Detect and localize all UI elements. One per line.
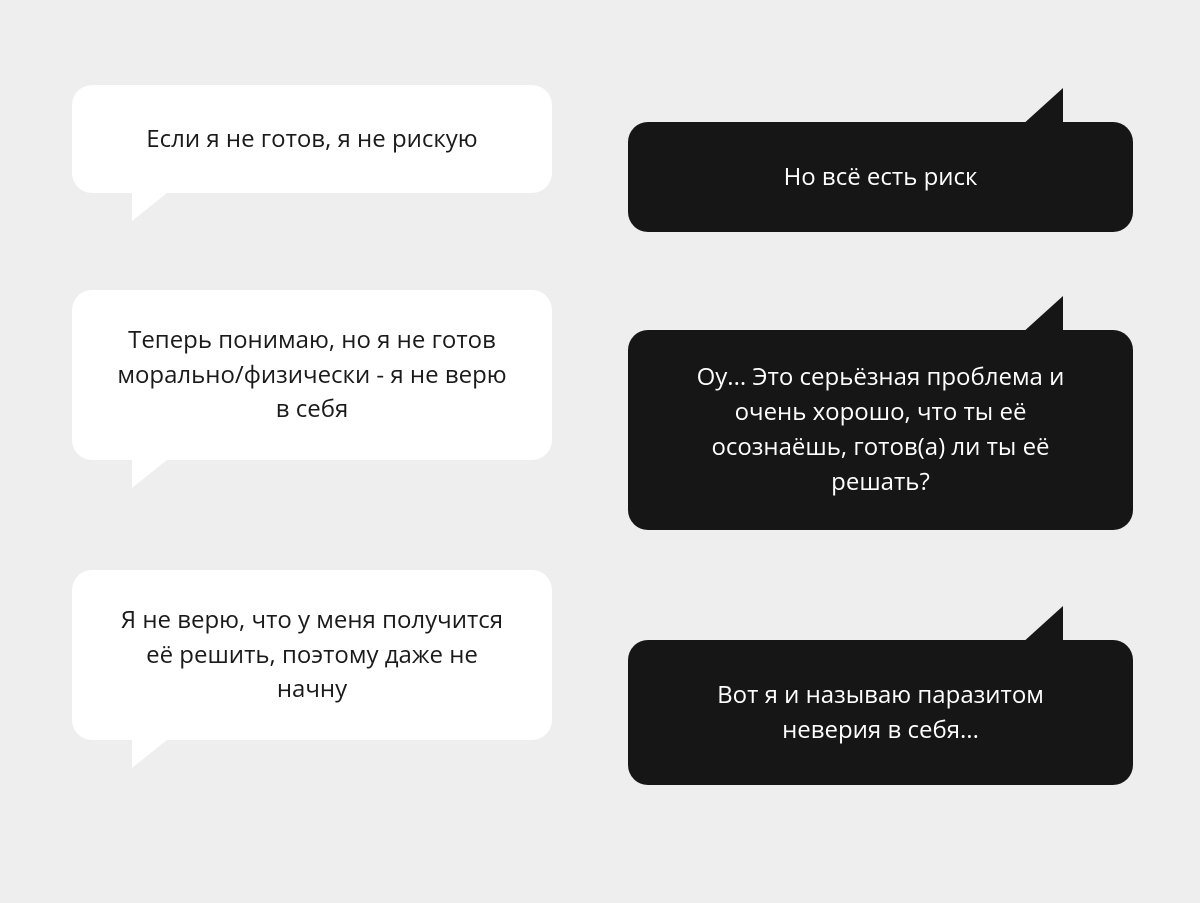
speech-bubble-left-1: Если я не готов, я не рискую <box>72 85 552 193</box>
bubble-text: Оу... Это серьёзная проблема и очень хор… <box>668 360 1093 499</box>
bubble-text: Вот я и называю паразитом неверия в себя… <box>668 678 1093 748</box>
bubble-text: Теперь понимаю, но я не готов морально/ф… <box>112 323 512 427</box>
bubble-tail-icon <box>132 456 172 488</box>
bubble-tail-icon <box>1021 606 1063 644</box>
speech-bubble-right-3: Вот я и называю паразитом неверия в себя… <box>628 640 1133 785</box>
speech-bubble-left-3: Я не верю, что у меня получится её решит… <box>72 570 552 740</box>
bubble-tail-icon <box>132 736 172 768</box>
bubble-tail-icon <box>132 189 172 221</box>
bubble-text: Если я не готов, я не рискую <box>146 122 477 157</box>
speech-bubble-left-2: Теперь понимаю, но я не готов морально/ф… <box>72 290 552 460</box>
bubble-tail-icon <box>1021 88 1063 126</box>
bubble-tail-icon <box>1021 296 1063 334</box>
bubble-text: Я не верю, что у меня получится её решит… <box>112 603 512 707</box>
speech-bubble-right-1: Но всё есть риск <box>628 122 1133 232</box>
bubble-text: Но всё есть риск <box>784 160 978 195</box>
speech-bubble-right-2: Оу... Это серьёзная проблема и очень хор… <box>628 330 1133 530</box>
chat-dialogue: Если я не готов, я не рискую Но всё есть… <box>0 0 1200 903</box>
